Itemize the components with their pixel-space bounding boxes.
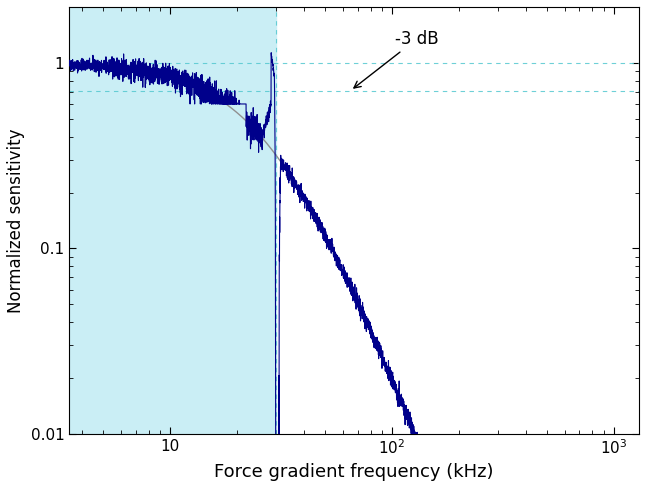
Y-axis label: Normalized sensitivity: Normalized sensitivity [7, 128, 25, 313]
Text: -3 dB: -3 dB [354, 30, 439, 88]
X-axis label: Force gradient frequency (kHz): Force gradient frequency (kHz) [214, 463, 494, 481]
Bar [69, 7, 276, 434]
